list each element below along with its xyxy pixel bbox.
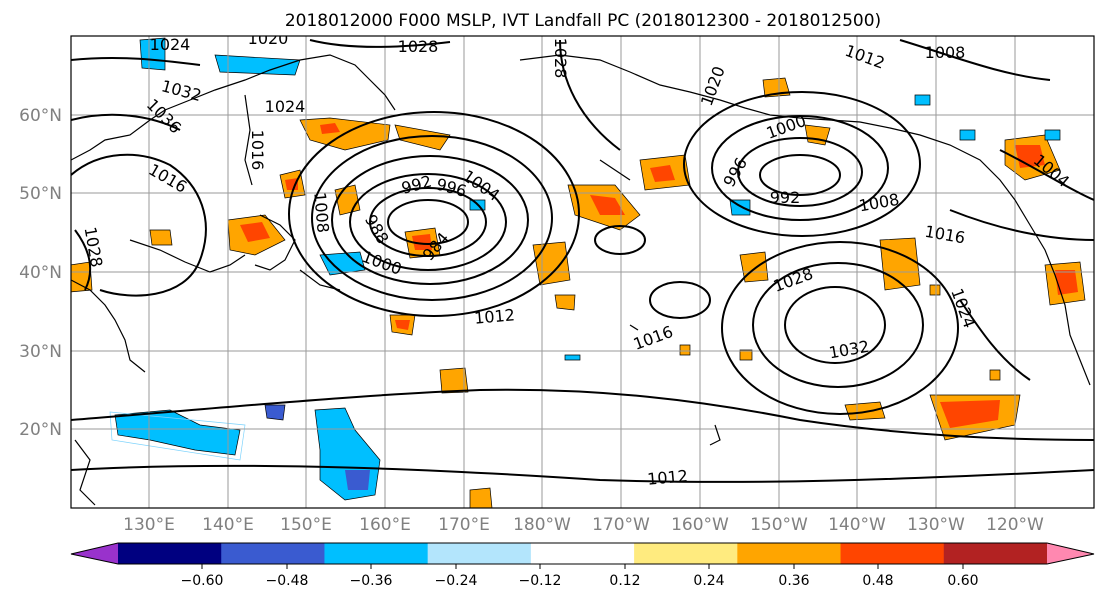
lon-label: 180°W: [513, 515, 571, 535]
colorbar-segment: [427, 543, 532, 564]
contour-label: 1008: [925, 43, 966, 62]
lon-label: 140°W: [828, 515, 886, 535]
colorbar-segment: [324, 543, 429, 564]
colorbar-ticks: [201, 564, 964, 569]
contour-label: 1020: [248, 29, 289, 48]
lon-label: 160°E: [359, 515, 411, 535]
colorbar-segment: [737, 543, 842, 564]
lon-label: 140°E: [202, 515, 254, 535]
lon-label: 150°E: [280, 515, 332, 535]
lat-label: 40°N: [19, 263, 62, 283]
contour-label: 992: [770, 188, 801, 207]
ivt-negative-shading: [109, 37, 1061, 501]
colorbar-tick-label: −0.60: [181, 573, 224, 589]
lon-label: 130°W: [907, 515, 965, 535]
contour-label: 1028: [398, 37, 439, 56]
lon-label: 170°W: [592, 515, 650, 535]
lon-label: 150°W: [750, 515, 808, 535]
contour-label: 1024: [265, 97, 306, 116]
colorbar-segment: [221, 543, 325, 564]
colorbar-tick-label: 0.60: [947, 573, 978, 589]
lat-label: 50°N: [19, 184, 62, 204]
colorbar-segment: [118, 543, 222, 564]
lon-label: 160°W: [671, 515, 729, 535]
lat-label: 60°N: [19, 106, 62, 126]
lon-label: 130°E: [123, 515, 175, 535]
colorbar-tick-label: 0.24: [693, 573, 724, 589]
lat-label: 30°N: [19, 342, 62, 362]
contour-label: 1028: [551, 38, 570, 79]
colorbar-extend-min: [71, 543, 118, 564]
mslp-isobars: [71, 39, 1094, 483]
colorbar-tick-label: −0.36: [350, 573, 393, 589]
latitude-labels: 60°N 50°N 40°N 30°N 20°N: [19, 106, 62, 440]
colorbar-segment: [943, 543, 1048, 564]
colorbar-tick-label: 0.36: [778, 573, 809, 589]
longitude-labels: 130°E 140°E 150°E 160°E 170°E 180°W 170°…: [123, 515, 1044, 535]
contour-label: 1024: [150, 35, 191, 54]
contour-label: 1008: [310, 191, 332, 233]
lon-label: 170°E: [438, 515, 490, 535]
contour-label: 1012: [473, 305, 515, 327]
colorbar-outline: [70, 542, 1095, 565]
colorbar-tick-label: 0.12: [609, 573, 640, 589]
map-frame: [70, 35, 1095, 509]
colorbar-segment: [634, 543, 738, 564]
colorbar-segment: [530, 543, 635, 564]
coastlines: [71, 54, 1091, 506]
contour-label: 1016: [248, 130, 267, 171]
colorbar-segments: [71, 543, 1094, 564]
colorbar-tick-label: −0.24: [435, 573, 478, 589]
colorbar-tick-label: −0.48: [266, 573, 309, 589]
contour-label: 1012: [646, 466, 688, 488]
colorbar-tick-label: 0.48: [862, 573, 893, 589]
colorbar-segment: [840, 543, 945, 564]
colorbar: −0.60 −0.48 −0.36 −0.24 −0.12 0.12 0.24 …: [70, 542, 1095, 589]
colorbar-extend-max: [1047, 543, 1094, 564]
figure-title: 2018012000 F000 MSLP, IVT Landfall PC (2…: [285, 11, 881, 31]
lat-label: 20°N: [19, 420, 62, 440]
colorbar-tick-label: −0.12: [519, 573, 562, 589]
lon-label: 120°W: [986, 515, 1044, 535]
